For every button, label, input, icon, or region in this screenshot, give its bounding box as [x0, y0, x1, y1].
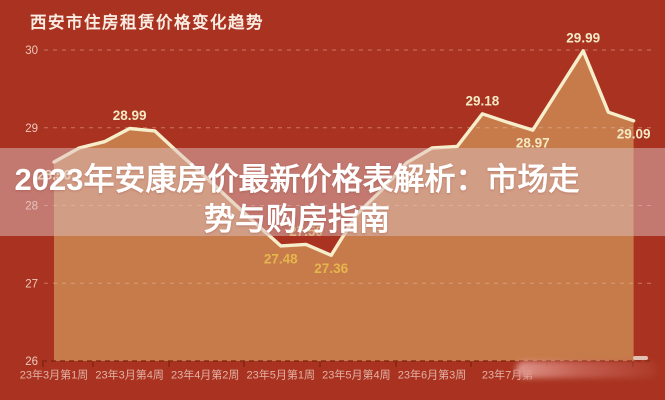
x-tick-label: 23年5月第4周	[322, 368, 390, 382]
point-value-label: 28.99	[113, 108, 147, 123]
y-tick-label: 29	[25, 123, 38, 135]
chart-title: 西安市住房租赁价格变化趋势	[30, 14, 264, 32]
point-value-label: 27.48	[264, 251, 298, 266]
y-tick-label: 27	[25, 278, 38, 290]
point-value-label: 29.09	[617, 126, 651, 141]
headline-overlay	[0, 148, 665, 236]
y-tick-label: 30	[25, 45, 38, 57]
point-value-label: 28.97	[516, 136, 550, 151]
headline-line-2: 势与购房指南	[204, 202, 390, 237]
x-tick-label: 23年3月第1周	[20, 368, 88, 382]
x-tick-label: 23年3月第4周	[95, 368, 163, 382]
x-tick-label: 23年5月第1周	[247, 368, 315, 382]
x-tick-label: 23年4月第2周	[171, 368, 239, 382]
point-value-label: 29.18	[466, 93, 500, 108]
watermark-blur	[516, 361, 657, 378]
x-axis-labels: 23年3月第1周 23年3月第4周 23年4月第2周 23年5月第1周 23年5月第4周…	[20, 368, 534, 382]
point-value-label: 27.36	[314, 261, 348, 276]
x-tick-label: 23年6月第3周	[398, 368, 466, 382]
point-value-label: 29.99	[566, 30, 600, 45]
area-fill	[54, 50, 634, 362]
headline-line-1: 2023年安康房价最新价格表解析：市场走	[14, 162, 580, 197]
headline-text: 2023年安康房价最新价格表解析：市场走 势与购房指南	[0, 160, 594, 240]
axis-end-mark-icon	[633, 356, 648, 360]
y-tick-label: 26	[25, 356, 38, 368]
